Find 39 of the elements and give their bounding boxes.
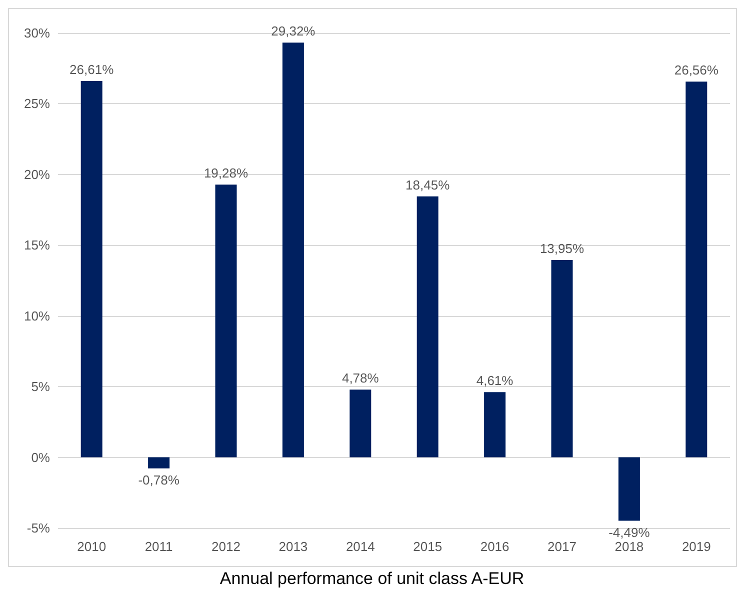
bar <box>618 457 640 521</box>
data-label: 26,61% <box>70 62 114 77</box>
x-tick-label: 2014 <box>346 539 375 554</box>
bar <box>551 260 573 458</box>
bar <box>215 184 237 458</box>
data-label: -4,49% <box>608 524 650 540</box>
y-tick-label: 25% <box>24 96 50 112</box>
bar <box>686 82 708 458</box>
data-label: 4,78% <box>342 370 380 386</box>
bar <box>416 196 438 458</box>
y-tick-label: 0% <box>31 450 50 465</box>
x-tick-label: 2013 <box>278 539 308 554</box>
x-tick-label: 2016 <box>480 539 510 554</box>
bar <box>80 80 102 458</box>
bar <box>148 457 170 468</box>
data-label: 18,45% <box>406 177 450 192</box>
data-label: -0,78% <box>138 472 180 488</box>
data-label: 13,95% <box>540 240 584 256</box>
data-label: 19,28% <box>204 166 248 181</box>
data-label: 29,32% <box>271 24 316 39</box>
y-tick-label: 30% <box>24 26 50 40</box>
y-tick-label: 20% <box>24 166 50 182</box>
x-tick-label: 2018 <box>614 539 644 554</box>
y-tick-label: 5% <box>31 379 50 394</box>
bar <box>282 42 304 458</box>
y-tick-label: 15% <box>24 238 50 253</box>
x-tick-label: 2011 <box>144 539 173 554</box>
bar <box>350 390 372 458</box>
x-tick-label: 2017 <box>548 539 576 554</box>
x-tick-label: 2010 <box>77 539 106 554</box>
data-label: 26,56% <box>674 62 719 78</box>
bar <box>484 392 506 458</box>
data-label: 4,61% <box>476 373 514 388</box>
y-tick-label: -5% <box>26 520 50 536</box>
x-tick-label: 2015 <box>413 539 442 554</box>
x-tick-label: 2019 <box>682 539 711 554</box>
x-tick-label: 2012 <box>212 539 240 554</box>
y-tick-label: 10% <box>24 308 50 324</box>
text: Annual performance of unit class A-EUR <box>220 569 524 588</box>
